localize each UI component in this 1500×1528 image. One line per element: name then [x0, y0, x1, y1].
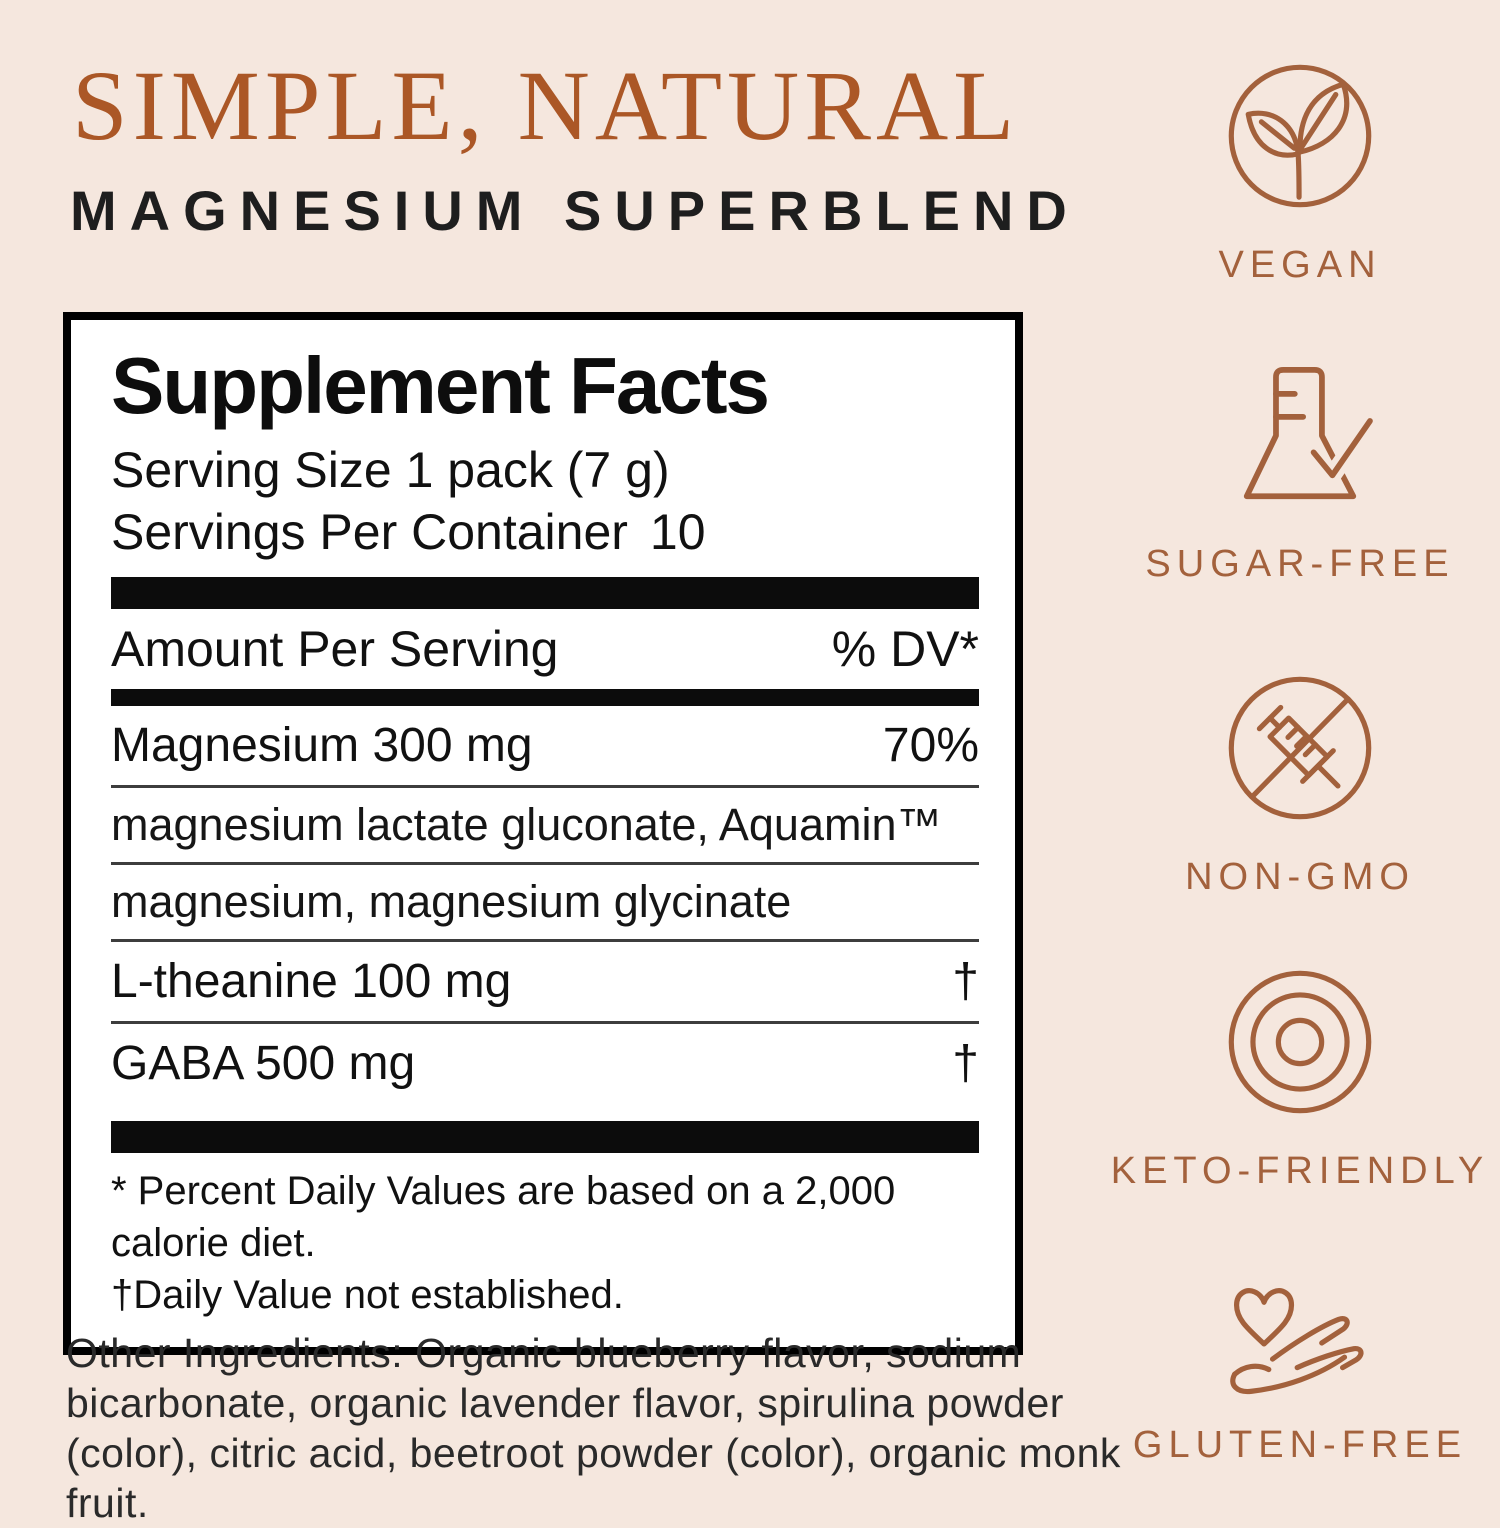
hand-heart-icon: [1230, 1288, 1364, 1395]
fact-dv: 70%: [882, 718, 979, 772]
row-divider: [111, 1020, 979, 1024]
badge-label: GLUTEN-FREE: [1132, 1424, 1468, 1466]
servings-per-container-label: Servings Per Container: [111, 503, 628, 560]
fact-row-l-theanine: L-theanine 100 mg †: [111, 942, 979, 1021]
fact-subrow-magnesium-forms-2: magnesium, magnesium glycinate: [111, 875, 792, 927]
facts-header-row: Amount Per Serving % DV*: [111, 620, 979, 678]
supplement-facts-title: Supplement Facts: [111, 341, 770, 430]
serving-size-line: Serving Size 1 pack (7 g): [111, 441, 670, 498]
fact-name: Magnesium 300 mg: [111, 718, 533, 772]
divider-bar-top: [111, 576, 979, 609]
amount-per-serving-label: Amount Per Serving: [111, 620, 559, 677]
fact-name: GABA 500 mg: [111, 1036, 416, 1090]
supplement-facts-panel: Supplement Facts Serving Size 1 pack (7 …: [63, 312, 1023, 1355]
badge-vegan: VEGAN: [1100, 56, 1500, 287]
page-subtitle: MAGNESIUM SUPERBLEND: [70, 179, 1080, 242]
row-divider: [111, 784, 979, 788]
row-divider: [111, 861, 979, 865]
leaf-sprout-icon: [1228, 64, 1372, 208]
no-syringe-icon: [1228, 676, 1372, 820]
fact-dv: †: [952, 1036, 979, 1090]
badge-label: KETO-FRIENDLY: [1110, 1150, 1490, 1192]
flask-check-icon: [1243, 366, 1379, 500]
footnote-dagger: †Daily Value not established.: [111, 1272, 624, 1317]
fact-row-magnesium: Magnesium 300 mg 70%: [111, 706, 979, 785]
bullseye-icon: [1228, 970, 1372, 1114]
facts-footnotes: * Percent Daily Values are based on a 2,…: [111, 1165, 979, 1321]
badge-label: SUGAR-FREE: [1145, 543, 1455, 585]
badge-gluten-free: GLUTEN-FREE: [1100, 1272, 1500, 1467]
badge-keto-friendly: KETO-FRIENDLY: [1100, 962, 1500, 1193]
percent-dv-label: % DV*: [831, 620, 979, 677]
page-title: SIMPLE, NATURAL: [72, 50, 1020, 161]
badge-label: NON-GMO: [1185, 856, 1415, 898]
fact-name: L-theanine 100 mg: [111, 954, 512, 1008]
footnote-percent-dv: * Percent Daily Values are based on a 2,…: [111, 1168, 896, 1265]
divider-bar-mid: [111, 688, 979, 706]
servings-per-container-line: Servings Per Container 10: [111, 501, 979, 563]
badge-label: VEGAN: [1218, 244, 1382, 286]
badge-non-gmo: NON-GMO: [1100, 668, 1500, 899]
fact-dv: †: [952, 954, 979, 1008]
other-ingredients-text: Other Ingredients: Organic blueberry fla…: [66, 1330, 1121, 1526]
servings-per-container-value: 10: [649, 503, 706, 560]
fact-row-gaba: GABA 500 mg †: [111, 1024, 979, 1103]
badge-sugar-free: SUGAR-FREE: [1100, 350, 1500, 586]
divider-bar-bottom: [111, 1120, 979, 1153]
fact-subrow-magnesium-forms-1: magnesium lactate gluconate, Aquamin™: [111, 798, 942, 850]
row-divider: [111, 938, 979, 942]
